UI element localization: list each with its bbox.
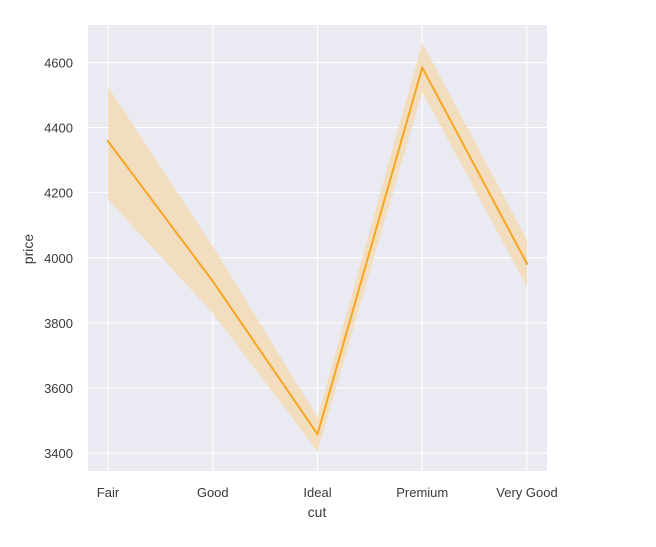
- x-tick-label-0: Fair: [97, 485, 120, 500]
- x-tick-label-3: Premium: [396, 485, 448, 500]
- y-tick-label-4: 4200: [44, 186, 73, 201]
- data-point-3: [421, 66, 424, 69]
- x-tick-label-4: Very Good: [496, 485, 557, 500]
- x-tick-label-2: Ideal: [303, 485, 331, 500]
- data-point-2: [316, 433, 319, 436]
- y-tick-label-5: 4400: [44, 121, 73, 136]
- x-axis-label: cut: [308, 504, 327, 520]
- x-tick-label-1: Good: [197, 485, 229, 500]
- y-axis-label: price: [20, 234, 36, 265]
- data-point-4: [525, 262, 529, 265]
- y-tick-label-0: 3400: [44, 446, 73, 461]
- data-points: [106, 66, 529, 436]
- y-tick-labels: 3400 3600 3800 4000 4200 4400 4600: [44, 55, 73, 461]
- x-tick-labels: Fair Good Ideal Premium Very Good: [97, 485, 558, 500]
- data-point-0: [106, 140, 110, 143]
- y-tick-label-6: 4600: [44, 55, 73, 70]
- confidence-band: [108, 42, 527, 452]
- data-point-1: [211, 280, 214, 283]
- y-tick-label-3: 4000: [44, 251, 73, 266]
- y-tick-label-1: 3600: [44, 381, 73, 396]
- y-tick-label-2: 3800: [44, 316, 73, 331]
